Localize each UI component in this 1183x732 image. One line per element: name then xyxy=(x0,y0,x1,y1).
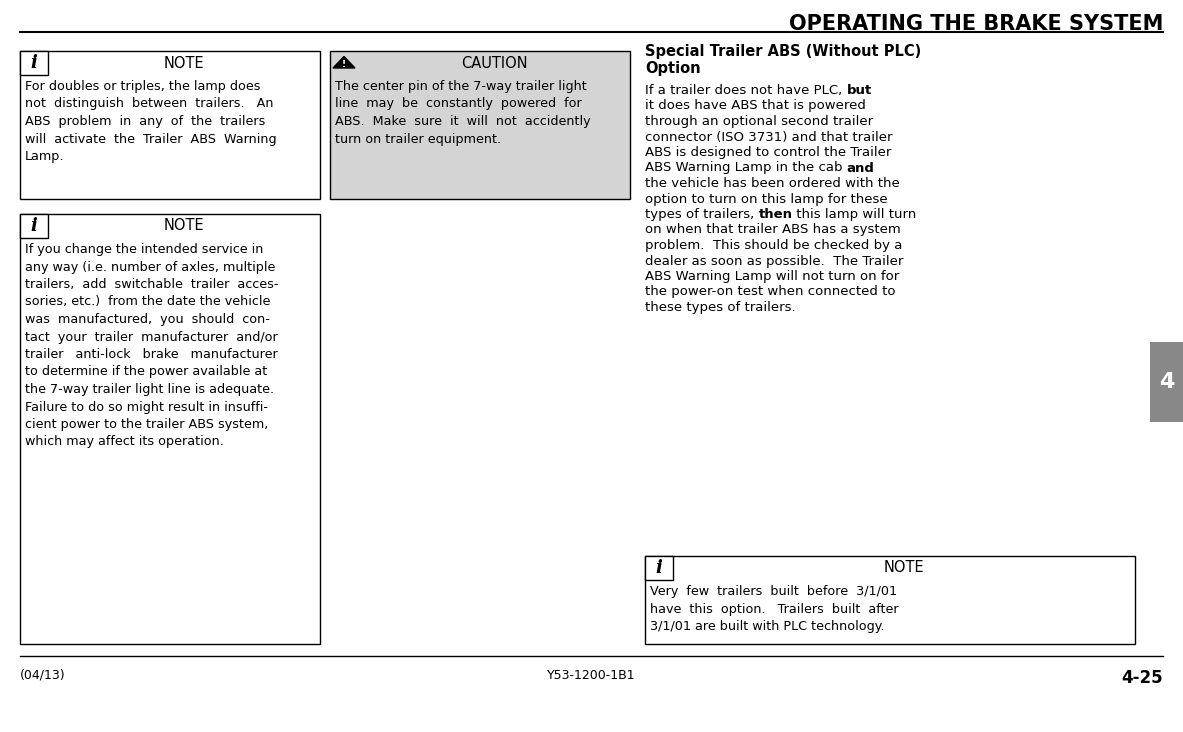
Text: NOTE: NOTE xyxy=(884,561,924,575)
Polygon shape xyxy=(332,56,355,68)
Text: OPERATING THE BRAKE SYSTEM: OPERATING THE BRAKE SYSTEM xyxy=(789,14,1163,34)
FancyBboxPatch shape xyxy=(20,51,49,75)
Text: (04/13): (04/13) xyxy=(20,669,65,682)
Text: i: i xyxy=(655,559,662,577)
Text: this lamp will turn: this lamp will turn xyxy=(793,208,917,221)
Text: connector (ISO 3731) and that trailer: connector (ISO 3731) and that trailer xyxy=(645,130,892,143)
Text: ABS Warning Lamp in the cab: ABS Warning Lamp in the cab xyxy=(645,162,847,174)
Text: ABS is designed to control the Trailer: ABS is designed to control the Trailer xyxy=(645,146,891,159)
Text: it does have ABS that is powered: it does have ABS that is powered xyxy=(645,100,866,113)
Text: dealer as soon as possible.  The Trailer: dealer as soon as possible. The Trailer xyxy=(645,255,904,267)
FancyBboxPatch shape xyxy=(20,51,319,199)
Text: option to turn on this lamp for these: option to turn on this lamp for these xyxy=(645,193,887,206)
Text: The center pin of the 7-way trailer light
line  may  be  constantly  powered  fo: The center pin of the 7-way trailer ligh… xyxy=(335,80,590,146)
Text: and: and xyxy=(847,162,874,174)
Text: NOTE: NOTE xyxy=(163,56,205,70)
Text: on when that trailer ABS has a system: on when that trailer ABS has a system xyxy=(645,223,900,236)
FancyBboxPatch shape xyxy=(20,214,319,644)
FancyBboxPatch shape xyxy=(20,214,49,238)
Text: ABS Warning Lamp will not turn on for: ABS Warning Lamp will not turn on for xyxy=(645,270,899,283)
FancyBboxPatch shape xyxy=(645,556,673,580)
Text: Special Trailer ABS (Without PLC): Special Trailer ABS (Without PLC) xyxy=(645,44,922,59)
FancyBboxPatch shape xyxy=(330,51,631,199)
FancyBboxPatch shape xyxy=(645,556,1134,644)
Text: problem.  This should be checked by a: problem. This should be checked by a xyxy=(645,239,903,252)
Text: If you change the intended service in
any way (i.e. number of axles, multiple
tr: If you change the intended service in an… xyxy=(25,243,278,449)
Text: then: then xyxy=(758,208,793,221)
Text: types of trailers,: types of trailers, xyxy=(645,208,758,221)
Text: NOTE: NOTE xyxy=(163,218,205,234)
FancyBboxPatch shape xyxy=(1150,342,1183,422)
Text: Very  few  trailers  built  before  3/1/01
have  this  option.   Trailers  built: Very few trailers built before 3/1/01 ha… xyxy=(649,585,899,633)
Text: these types of trailers.: these types of trailers. xyxy=(645,301,796,314)
Text: CAUTION: CAUTION xyxy=(460,56,528,70)
Text: the power-on test when connected to: the power-on test when connected to xyxy=(645,285,896,299)
Text: If a trailer does not have PLC,: If a trailer does not have PLC, xyxy=(645,84,847,97)
Text: i: i xyxy=(31,217,38,235)
Text: Y53-1200-1B1: Y53-1200-1B1 xyxy=(548,669,635,682)
Text: For doubles or triples, the lamp does
not  distinguish  between  trailers.   An
: For doubles or triples, the lamp does no… xyxy=(25,80,277,163)
Text: the vehicle has been ordered with the: the vehicle has been ordered with the xyxy=(645,177,900,190)
Text: Option: Option xyxy=(645,61,700,76)
Text: 4: 4 xyxy=(1159,372,1175,392)
Text: through an optional second trailer: through an optional second trailer xyxy=(645,115,873,128)
Text: but: but xyxy=(847,84,872,97)
Text: 4-25: 4-25 xyxy=(1121,669,1163,687)
Text: !: ! xyxy=(342,60,347,69)
Text: i: i xyxy=(31,54,38,72)
